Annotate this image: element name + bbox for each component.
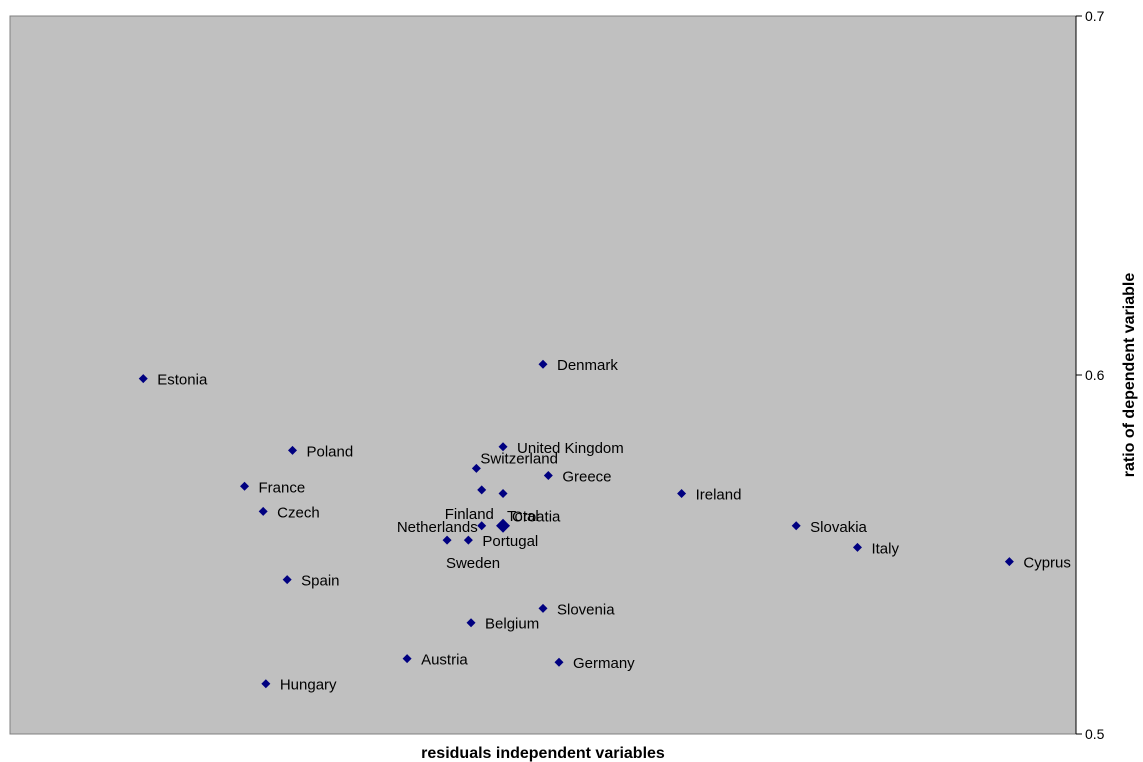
point-label: France xyxy=(259,479,306,496)
point-marker xyxy=(442,535,452,545)
point-marker xyxy=(240,481,250,491)
data-points: Estonia Denmark Poland United KingdomSwitze… xyxy=(138,357,1071,694)
point-label: Ireland xyxy=(696,486,742,503)
point-label: Portugal xyxy=(482,533,538,550)
point-label: Spain xyxy=(301,573,339,590)
y-axis: 0.5 0.6 0.7 xyxy=(1075,8,1105,742)
point-label: Slovenia xyxy=(557,601,615,618)
point-label: Czech xyxy=(277,504,320,521)
point-label: Slovakia xyxy=(810,519,867,536)
point-marker xyxy=(538,603,548,613)
point-marker xyxy=(554,657,564,667)
point-marker xyxy=(538,359,548,369)
x-axis-title: residuals independent variables xyxy=(421,745,665,762)
point-marker xyxy=(852,542,862,552)
point-label: Hungary xyxy=(280,677,337,694)
point-marker xyxy=(498,442,508,452)
point-marker xyxy=(138,374,148,384)
point-label: Croatia xyxy=(512,508,561,525)
plot-area xyxy=(9,15,1077,735)
point-label: Netherlands xyxy=(397,519,478,536)
point-marker xyxy=(471,463,481,473)
y-tick-label: 0.5 xyxy=(1085,726,1105,742)
point-marker xyxy=(543,471,553,481)
point-marker xyxy=(477,521,487,531)
point-marker xyxy=(466,618,476,628)
point-marker xyxy=(463,535,473,545)
point-label: Germany xyxy=(573,655,635,672)
point-marker xyxy=(791,521,801,531)
point-marker xyxy=(258,506,268,516)
point-marker xyxy=(261,679,271,689)
y-tick-label: 0.6 xyxy=(1085,367,1105,383)
point-label: Estonia xyxy=(157,372,208,389)
point-label: Finland xyxy=(445,506,494,523)
point-marker xyxy=(282,575,292,585)
point-marker xyxy=(287,445,297,455)
point-marker xyxy=(1004,557,1014,567)
point-marker xyxy=(498,488,508,498)
point-marker xyxy=(477,485,487,495)
point-label: Denmark xyxy=(557,357,618,374)
point-label: Cyprus xyxy=(1023,555,1071,572)
point-label: Belgium xyxy=(485,616,539,633)
point-label: Italy xyxy=(871,540,899,557)
point-label: Sweden xyxy=(446,555,500,572)
point-marker xyxy=(402,654,412,664)
point-marker xyxy=(496,518,511,533)
point-label: Switzerland xyxy=(480,450,558,467)
point-label: United Kingdom xyxy=(517,440,624,457)
y-tick-label: 0.7 xyxy=(1085,8,1105,24)
point-label: Greece xyxy=(562,469,611,486)
point-label: Austria xyxy=(421,652,468,669)
point-marker xyxy=(677,488,687,498)
y-axis-title: ratio of dependent variable xyxy=(1121,273,1138,478)
point-label: Total xyxy=(507,508,539,525)
point-label: Poland xyxy=(306,443,353,460)
